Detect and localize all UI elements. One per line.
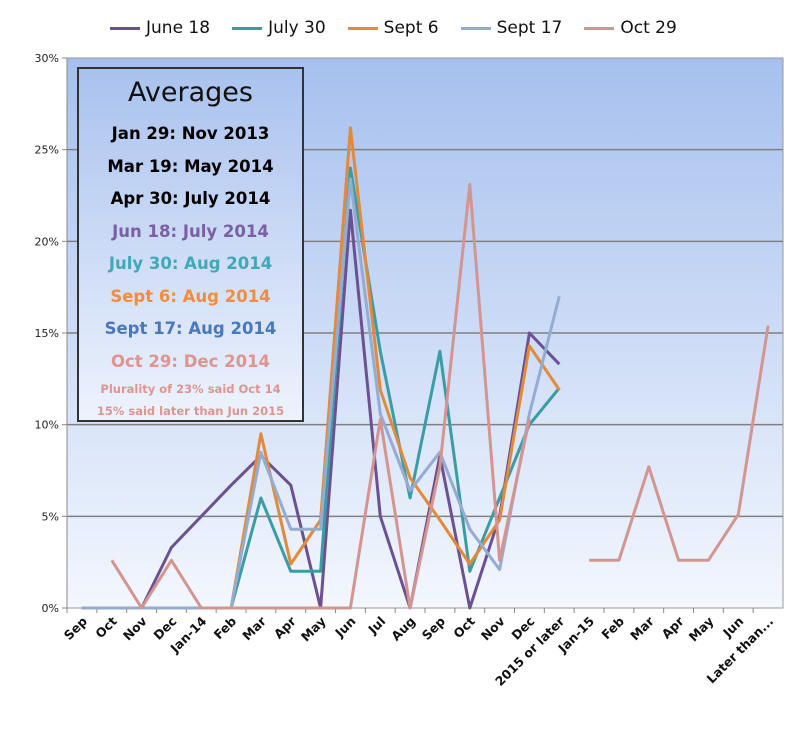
y-tick-label: 10% bbox=[35, 419, 59, 432]
legend-label: Sept 17 bbox=[496, 18, 563, 38]
legend-item: Sept 17 bbox=[460, 18, 563, 38]
x-tick-label: Jul bbox=[364, 614, 388, 638]
legend-swatch bbox=[460, 26, 491, 30]
average-row: Jan 29: Nov 2013 bbox=[111, 124, 270, 143]
average-row: Jun 18: July 2014 bbox=[112, 221, 269, 241]
y-tick-label: 5% bbox=[42, 510, 59, 523]
x-tick-label: Sep bbox=[61, 613, 90, 642]
legend-label: Oct 29 bbox=[620, 18, 677, 38]
legend-item: June 18 bbox=[110, 18, 210, 38]
x-tick-label: Nov bbox=[478, 614, 508, 644]
legend-label: Sept 6 bbox=[383, 18, 439, 38]
average-row: Oct 29: Dec 2014 bbox=[110, 351, 271, 371]
legend-swatch bbox=[110, 26, 140, 30]
legend: June 18 July 30 Sept 6 Sept 17 Oct 29 bbox=[110, 18, 677, 38]
y-tick-label: 0% bbox=[42, 602, 59, 615]
x-tick-label: May bbox=[298, 614, 329, 645]
averages-box: Averages Jan 29: Nov 2013 Mar 19: May 20… bbox=[77, 67, 304, 422]
legend-label: June 18 bbox=[146, 18, 211, 38]
legend-swatch bbox=[584, 26, 615, 30]
x-tick-label: Apr bbox=[271, 613, 300, 642]
x-tick-label: Mar bbox=[627, 613, 657, 643]
y-tick-label: 20% bbox=[35, 235, 59, 248]
averages-title: Averages bbox=[128, 77, 253, 108]
x-tick-label: Oct bbox=[450, 614, 478, 642]
x-tick-label: Feb bbox=[211, 613, 240, 642]
average-row: Mar 19: May 2014 bbox=[107, 156, 274, 176]
average-row: Sept 6: Aug 2014 bbox=[110, 286, 271, 306]
y-tick-label: 25% bbox=[35, 144, 59, 157]
x-tick-label: Aug bbox=[388, 614, 418, 644]
x-tick-label: Nov bbox=[120, 614, 150, 644]
x-tick-label: Feb bbox=[598, 613, 627, 642]
legend-label: July 30 bbox=[268, 18, 326, 38]
average-row: Sept 17: Aug 2014 bbox=[104, 319, 277, 338]
legend-item: Oct 29 bbox=[584, 18, 677, 38]
legend-swatch bbox=[232, 26, 263, 30]
average-row: July 30: Aug 2014 bbox=[108, 254, 273, 273]
average-note: 15% said later than Jun 2015 bbox=[96, 404, 285, 418]
x-tick-label: Mar bbox=[239, 613, 269, 643]
y-tick-label: 30% bbox=[35, 52, 59, 65]
legend-item: Sept 6 bbox=[347, 18, 439, 38]
x-tick-label: Jun bbox=[331, 614, 358, 641]
x-tick-label: Oct bbox=[92, 614, 120, 642]
x-tick-label: Sep bbox=[419, 613, 448, 642]
legend-swatch bbox=[347, 26, 378, 30]
x-tick-label: Apr bbox=[659, 613, 688, 642]
y-tick-label: 15% bbox=[35, 327, 59, 340]
legend-item: July 30 bbox=[232, 18, 326, 38]
x-tick-label: May bbox=[686, 614, 717, 645]
average-row: Apr 30: July 2014 bbox=[110, 189, 271, 208]
average-note: Plurality of 23% said Oct 14 bbox=[100, 382, 281, 396]
